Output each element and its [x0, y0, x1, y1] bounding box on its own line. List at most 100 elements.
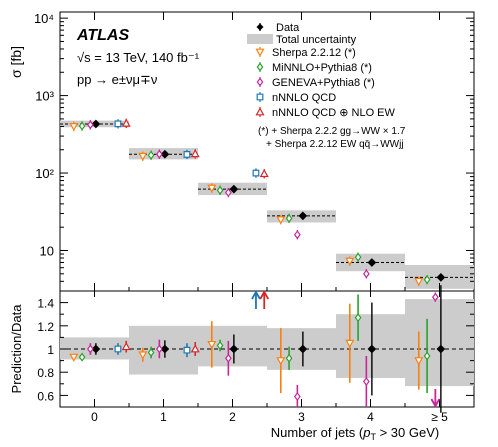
ratio-series-point [138, 351, 148, 360]
footnote-line-2: + Sherpa 2.2.12 EW qq̄→WWjj [266, 139, 404, 150]
main-data-point [160, 149, 170, 159]
legend-band-swatch [247, 34, 273, 44]
main-series-point [414, 277, 424, 287]
main-data-point [229, 184, 239, 194]
main-series-point [252, 169, 260, 177]
ratio-uncertainty-bands [60, 299, 474, 387]
main-y-axis-title: σ [fb] [8, 46, 24, 78]
legend-data-label: Data [276, 22, 300, 34]
legend-series-marker [256, 93, 264, 101]
energy-lumi-label: √s = 13 TeV, 140 fb⁻¹ [77, 50, 200, 65]
main-series-point [285, 213, 293, 223]
main-data-point [91, 119, 101, 129]
ratio-data-point [229, 344, 239, 354]
ratio-series-point [114, 345, 122, 353]
ratio-data-point [91, 344, 101, 354]
main-series-point [224, 188, 232, 198]
main-data-point [298, 211, 308, 221]
x-tick-label: 0 [91, 410, 98, 424]
ratio-series-point [86, 344, 94, 354]
main-series-point [86, 120, 94, 130]
main-series-point [216, 185, 224, 195]
legend-series-4-label: nNNLO QCD ⊕ NLO EW [272, 107, 396, 119]
legend-series-marker [256, 77, 264, 87]
footnote-line-1: (*) + Sherpa 2.2.2 gg→WW × 1.7 [258, 126, 406, 137]
main-markers [69, 118, 446, 302]
main-series-point [183, 151, 191, 158]
ratio-y-axis-title: Prediction/Data [9, 304, 24, 394]
main-y-tick-label: 10³ [35, 89, 54, 104]
ratio-series-point [414, 357, 424, 366]
process-label: pp → e±νμ∓ν [77, 72, 157, 87]
ratio-offscale-arrowhead [251, 290, 261, 300]
main-series-point [114, 120, 122, 128]
ratio-uncertainty-band [405, 299, 474, 387]
main-series-point [345, 257, 355, 266]
experiment-label: ATLAS [76, 27, 129, 44]
ratio-series-point [69, 353, 79, 362]
ratio-series-point [423, 351, 431, 361]
ratio-y-tick-label: 1.2 [37, 320, 54, 334]
main-series-point [207, 184, 217, 193]
main-series-point [121, 118, 131, 127]
main-y-tick-label: 10² [35, 166, 54, 181]
main-series-point [69, 123, 79, 132]
ratio-y-tick-label: 0.6 [37, 389, 54, 403]
x-tick-label: 1 [160, 410, 167, 424]
ratio-y-tick-label: 1 [47, 343, 54, 357]
main-data-point [436, 273, 446, 282]
ratio-series-point [183, 346, 191, 354]
main-series-point [276, 216, 286, 225]
main-series-point [259, 168, 269, 178]
ratio-y-tick-label: 0.8 [37, 366, 54, 380]
ratio-markers [69, 285, 446, 413]
legend: Data Total uncertainty Sherpa 2.2.12 (*)… [247, 22, 406, 150]
ratio-series-point [190, 344, 200, 353]
legend-series-1-label: MiNNLO+Pythia8 (*) [272, 62, 372, 74]
legend-series-marker [255, 48, 265, 57]
legend-series-marker [255, 107, 265, 116]
ratio-series-point [345, 339, 355, 348]
main-series-point [293, 230, 301, 240]
ratio-offscale-arrowhead [259, 290, 270, 300]
ratio-series-point [224, 353, 232, 363]
legend-series-3-label: nNNLO QCD [272, 92, 336, 104]
main-series-point [190, 149, 200, 158]
ratio-data-point [160, 344, 170, 354]
main-series-point [147, 150, 155, 160]
main-series-point [155, 149, 163, 159]
x-tick-label: 4 [367, 410, 374, 424]
x-tick-label: 2 [229, 410, 236, 424]
legend-series-marker [256, 62, 264, 72]
main-y-tick-label: 10⁴ [34, 11, 54, 26]
x-tick-label: 3 [298, 410, 305, 424]
ratio-series-point [216, 341, 224, 351]
main-data-point [367, 258, 377, 267]
main-series-point [354, 252, 362, 262]
axis-ticks: 10 10² 10³ 10⁴ 0.6 0.8 1 1.2 1.4 0 1 2 3 4 ≥ 5 [34, 11, 474, 424]
ratio-series-point [362, 376, 370, 386]
ratio-series-point [285, 353, 293, 363]
ratio-series-point [207, 340, 217, 350]
ratio-series-point [147, 347, 155, 357]
ratio-data-point [436, 344, 446, 354]
main-series-point [423, 275, 431, 285]
main-y-tick-label: 10 [40, 244, 54, 259]
ratio-series-point [78, 352, 86, 362]
x-tick-label: ≥ 5 [431, 410, 448, 424]
ratio-series-point [276, 357, 286, 366]
ratio-offscale-arrowhead [430, 398, 441, 408]
x-axis-title: Number of jets (pT > 30 GeV) [271, 425, 439, 442]
ratio-series-point [354, 313, 362, 323]
legend-series-0-label: Sherpa 2.2.12 (*) [272, 47, 356, 59]
main-series-point [78, 121, 86, 131]
ratio-series-point [121, 341, 131, 351]
legend-series-2-label: GENEVA+Pythia8 (*) [272, 77, 375, 89]
ratio-data-point [367, 344, 377, 354]
legend-data-marker [256, 23, 264, 31]
ratio-series-point [155, 344, 163, 354]
ratio-data-point [298, 344, 308, 354]
main-series-point [431, 292, 439, 302]
legend-band-label: Total uncertainty [276, 34, 357, 46]
